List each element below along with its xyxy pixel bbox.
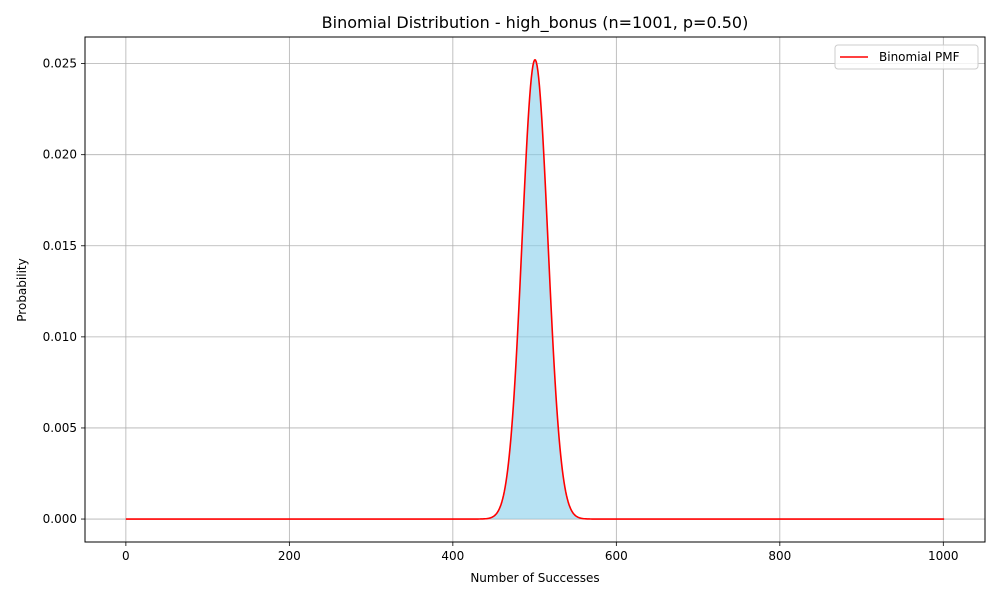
- y-tick-label: 0.010: [43, 330, 77, 344]
- legend-box: [834, 44, 979, 70]
- x-axis-label: Number of Successes: [470, 571, 599, 585]
- x-tick-label: 800: [768, 549, 791, 563]
- y-tick-label: 0.015: [43, 239, 77, 253]
- area-fill-layer: [125, 59, 945, 520]
- y-tick-label: 0.020: [43, 148, 77, 162]
- x-tick-label: 0: [122, 549, 130, 563]
- pmf-area-fill: [125, 59, 945, 520]
- y-tick-label: 0.000: [43, 512, 77, 526]
- chart-title: Binomial Distribution - high_bonus (n=10…: [322, 13, 749, 33]
- x-tick-label: 200: [278, 549, 301, 563]
- x-tick-label: 1000: [928, 549, 959, 563]
- x-tick-label: 400: [441, 549, 464, 563]
- x-tick-label: 600: [605, 549, 628, 563]
- y-axis-label: Probability: [15, 258, 29, 321]
- legend-label-binomial-pmf: Binomial PMF: [879, 50, 960, 64]
- x-ticks: 0 200 400 600 800 1000: [122, 542, 959, 563]
- legend: Binomial PMF: [834, 44, 979, 70]
- y-tick-label: 0.025: [43, 57, 77, 71]
- y-tick-label: 0.005: [43, 421, 77, 435]
- y-ticks: 0.000 0.005 0.010 0.015 0.020 0.025: [43, 57, 85, 526]
- axes-frame: [84, 36, 986, 543]
- pmf-line-layer: [125, 59, 945, 520]
- pmf-line-binomial: [125, 59, 945, 520]
